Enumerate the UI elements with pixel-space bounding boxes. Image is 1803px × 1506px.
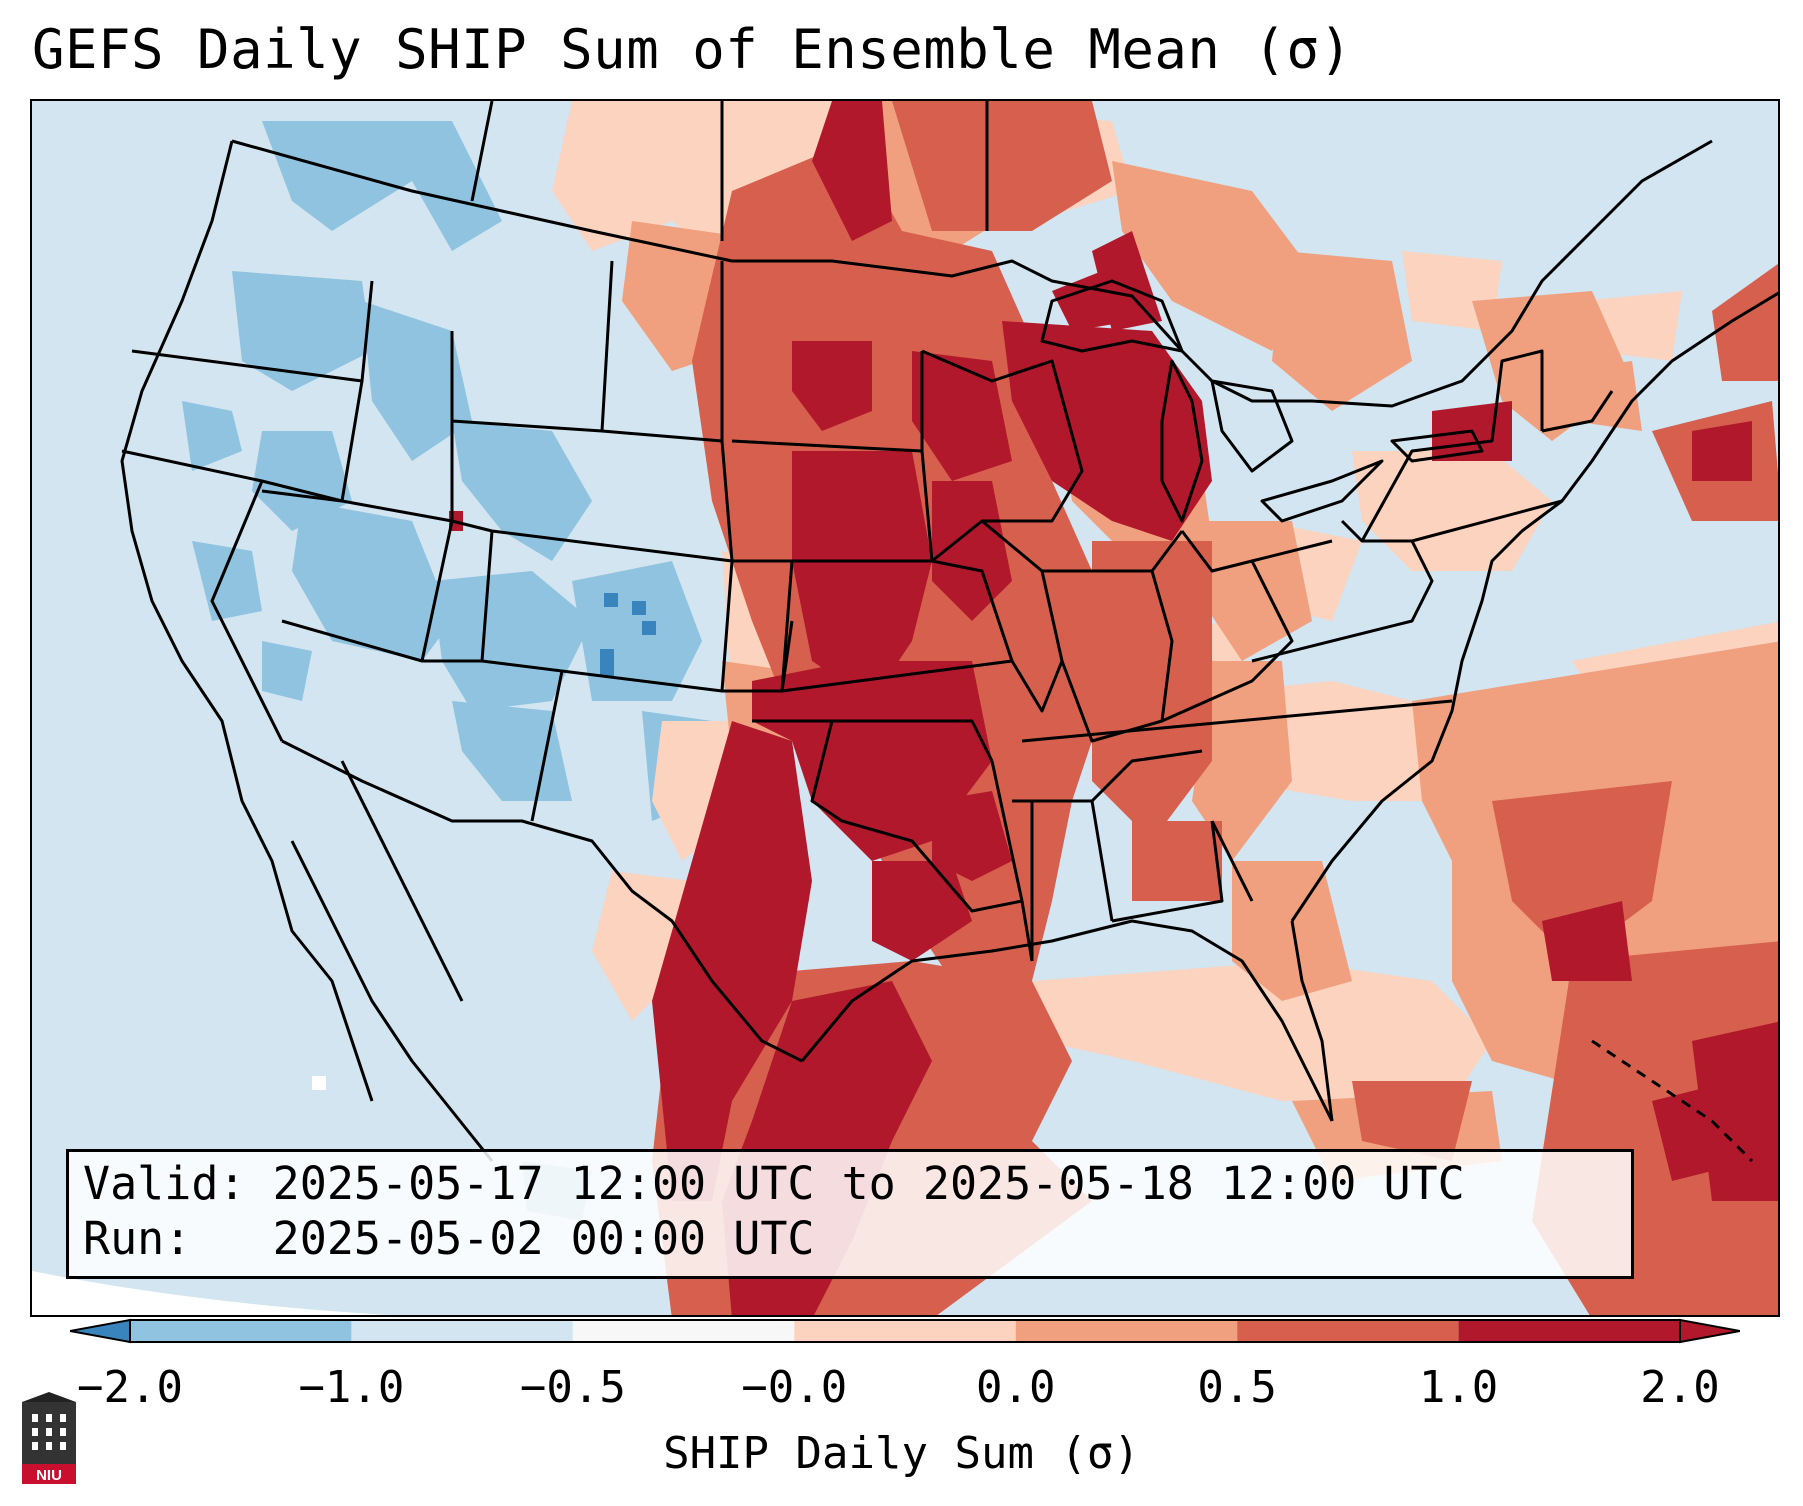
lake-huron	[1210, 379, 1294, 473]
info-box: Valid: 2025-05-17 12:00 UTC to 2025-05-1…	[66, 1149, 1634, 1279]
lake-superior	[1040, 279, 1184, 353]
niu-logo: NIU	[22, 1392, 76, 1484]
colorbar-segment	[1458, 1320, 1680, 1342]
colorbar-extend-low	[70, 1318, 131, 1344]
colorbar-tick-label: −0.0	[741, 1362, 848, 1413]
lake-michigan	[1160, 359, 1204, 523]
run-row: Run: 2025-05-02 00:00 UTC	[83, 1211, 1617, 1266]
lake-ontario	[1390, 429, 1484, 463]
gulf-coast	[800, 919, 1334, 1122]
map-title: GEFS Daily SHIP Sum of Ensemble Mean (σ)	[32, 18, 1353, 81]
run-label: Run:	[83, 1212, 192, 1265]
colorbar-segment	[351, 1320, 573, 1342]
map-panel	[30, 99, 1780, 1317]
colorbar-tick-label: 2.0	[1640, 1362, 1720, 1413]
colorbar-tick-label: −2.0	[77, 1362, 183, 1413]
colorbar-tick-label: −1.0	[298, 1362, 405, 1413]
colorbar	[70, 1318, 1740, 1344]
boundaries	[120, 101, 1778, 1162]
missing-cell	[312, 1076, 326, 1090]
caribbean-islands	[1591, 1039, 1754, 1163]
us-canada-border	[231, 139, 1713, 408]
valid-value: 2025-05-17 12:00 UTC to 2025-05-18 12:00…	[272, 1157, 1465, 1210]
colorbar-label: SHIP Daily Sum (σ)	[663, 1428, 1140, 1479]
run-value: 2025-05-02 00:00 UTC	[272, 1212, 815, 1265]
colorbar-tick-label: 0.0	[975, 1362, 1056, 1413]
colorbar-segment	[1237, 1320, 1459, 1342]
valid-label: Valid:	[83, 1157, 246, 1210]
colorbar-extend-high	[1679, 1318, 1740, 1344]
svg-text:NIU: NIU	[36, 1467, 62, 1484]
projection-edge	[32, 1271, 389, 1315]
colorbar-tick-label: 1.0	[1418, 1362, 1499, 1413]
colorbar-tick-label: −0.5	[519, 1362, 626, 1413]
colorbar-segment	[1015, 1320, 1238, 1342]
colorbar-outline	[129, 1319, 1681, 1343]
lake-erie	[1260, 459, 1384, 523]
east-coast	[1290, 291, 1778, 922]
valid-row: Valid: 2025-05-17 12:00 UTC to 2025-05-1…	[83, 1156, 1617, 1211]
us-mexico-border	[281, 739, 803, 1063]
field-neg-2	[600, 593, 656, 677]
colorbar-tick-label: 0.5	[1197, 1362, 1277, 1413]
colorbar-segment	[130, 1320, 352, 1342]
colorbar-segment	[572, 1320, 795, 1342]
west-coast	[120, 140, 374, 1102]
colorbar-segment	[794, 1320, 1016, 1342]
map-canvas	[32, 101, 1778, 1315]
